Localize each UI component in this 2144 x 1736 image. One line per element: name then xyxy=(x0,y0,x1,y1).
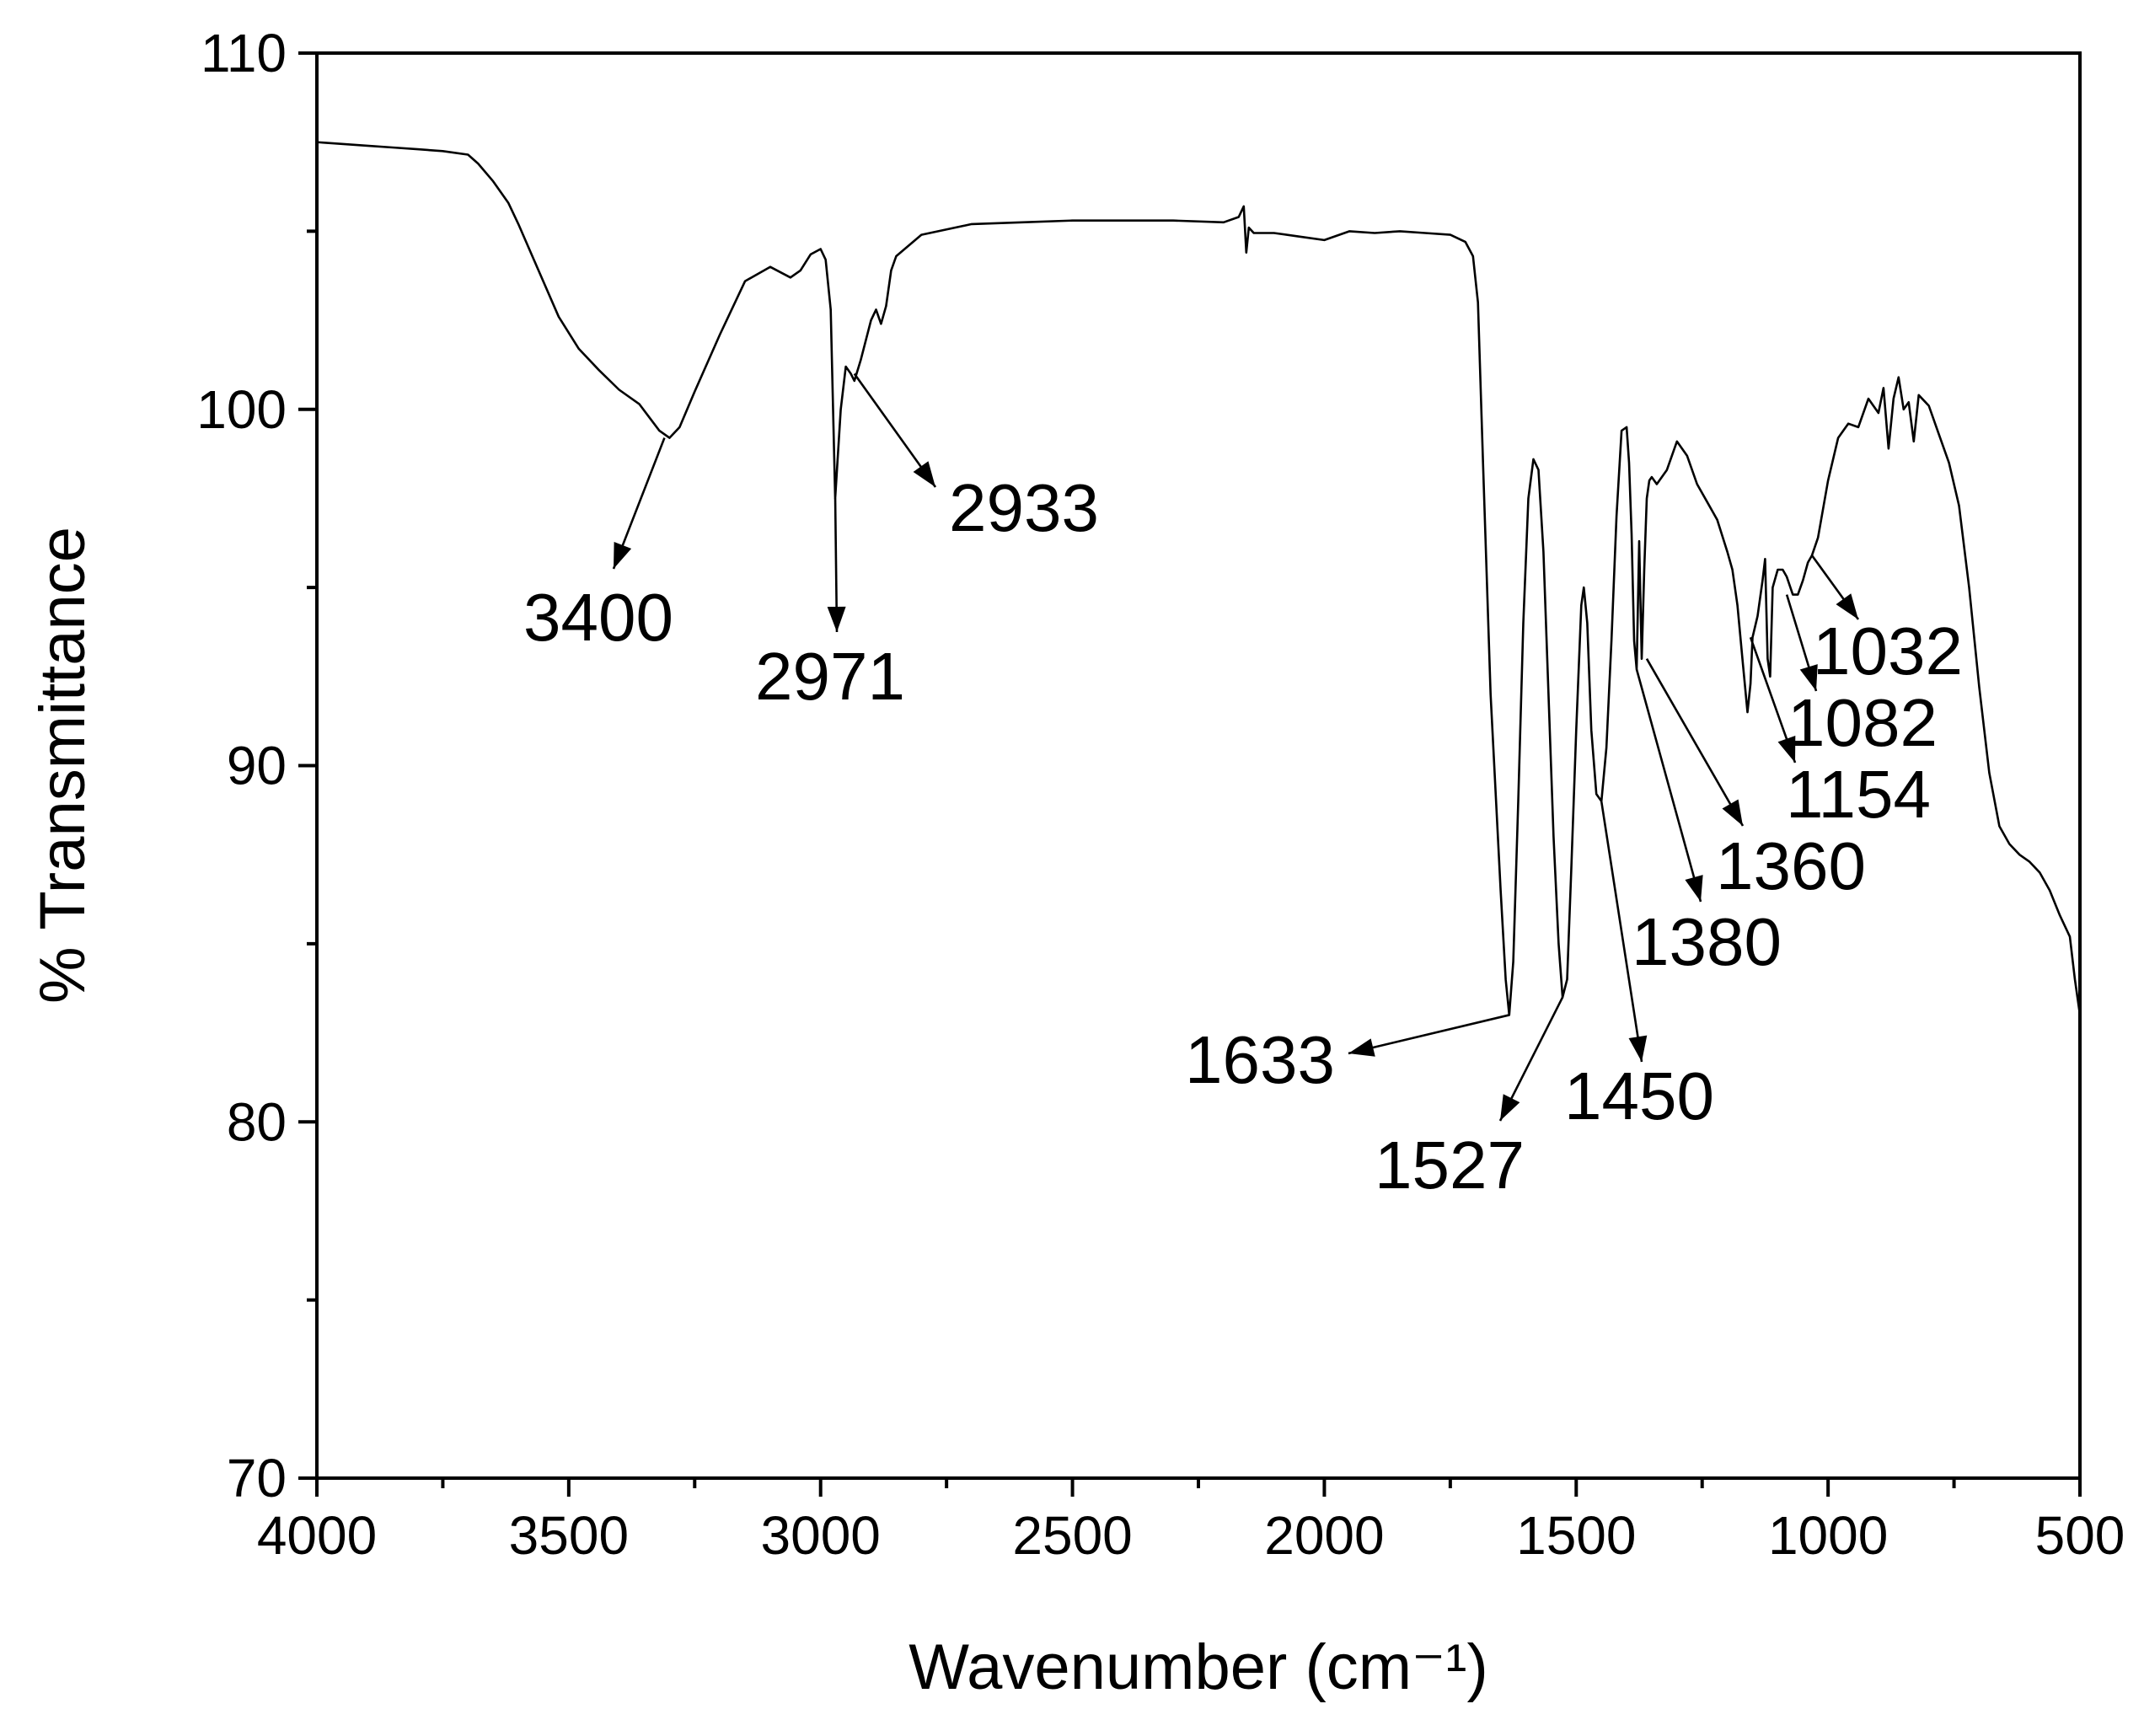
annotation-arrow-line xyxy=(1645,658,1745,827)
y-axis-title: % Transmittance xyxy=(27,527,99,1004)
axis-ticks xyxy=(298,51,2082,1497)
annotation-arrowhead xyxy=(1685,875,1703,902)
spectrum-line xyxy=(316,141,2082,1016)
peak-annotations: 3400 2971 2933 1633 1527 1450 1380136011541082… xyxy=(523,372,1963,1203)
annotation-arrowhead xyxy=(1500,1094,1520,1121)
peak-label: 1450 xyxy=(1564,1058,1714,1133)
annotation-arrow-line xyxy=(1348,1014,1510,1055)
annotation-arrowhead xyxy=(827,606,846,632)
peak-label: 1527 xyxy=(1375,1128,1525,1203)
peak-label: 2933 xyxy=(949,470,1099,545)
x-tick-label: 3500 xyxy=(509,1505,629,1566)
x-tick-label: 2500 xyxy=(1012,1505,1132,1566)
annotation-arrowhead xyxy=(1777,736,1796,763)
peak-label: 2971 xyxy=(755,639,905,714)
annotation-arrowhead xyxy=(1799,664,1818,691)
x-tick-label: 4000 xyxy=(257,1505,377,1566)
annotation-arrowhead xyxy=(614,542,632,569)
peak-label: 1032 xyxy=(1813,613,1963,689)
peak-label: 3400 xyxy=(523,580,673,655)
x-tick-label: 1000 xyxy=(1768,1505,1888,1566)
y-tick-label: 80 xyxy=(227,1091,287,1152)
annotation-arrowhead xyxy=(1722,799,1743,826)
peak-label: 1154 xyxy=(1786,757,1931,832)
annotation-arrowhead xyxy=(1836,593,1858,619)
x-axis-title: Wavenumber (cm⁻¹) xyxy=(909,1632,1488,1703)
x-tick-label: 500 xyxy=(2035,1505,2125,1566)
annotation-arrowhead xyxy=(1628,1035,1648,1062)
annotation-arrowhead xyxy=(913,461,935,487)
peak-label: 1380 xyxy=(1632,904,1782,979)
peak-label: 1633 xyxy=(1185,1022,1335,1097)
y-tick-label: 100 xyxy=(196,379,287,440)
x-tick-label: 2000 xyxy=(1264,1505,1384,1566)
peak-label: 1360 xyxy=(1716,828,1866,903)
annotation-arrow-line xyxy=(1600,801,1643,1063)
y-tick-label: 70 xyxy=(227,1448,287,1508)
annotation-arrow-line xyxy=(1635,669,1702,903)
tick-labels: 4000 3500 3000 2500 2000 1500 1000 500 70 80 90 100… xyxy=(196,23,2125,1566)
x-tick-label: 1500 xyxy=(1516,1505,1636,1566)
y-tick-label: 110 xyxy=(201,23,287,83)
annotation-arrowhead xyxy=(1348,1038,1375,1057)
peak-label: 1082 xyxy=(1788,685,1938,760)
x-tick-label: 3000 xyxy=(761,1505,881,1566)
y-tick-label: 90 xyxy=(227,736,287,796)
